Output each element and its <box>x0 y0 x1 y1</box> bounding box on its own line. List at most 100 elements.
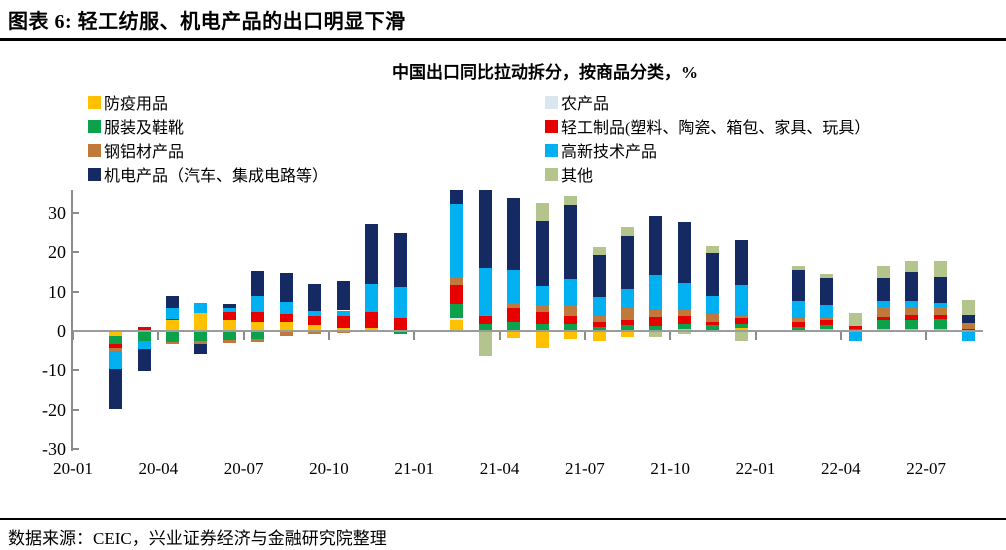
bar-segment <box>706 245 720 253</box>
bar-segment <box>507 270 521 303</box>
legend-item: 高新技术产品 <box>545 138 870 162</box>
bar-segment <box>365 283 379 312</box>
bar-segment <box>336 316 350 328</box>
bar-segment <box>478 190 492 268</box>
legend-item: 农产品 <box>545 90 870 114</box>
legend-label: 防疫用品 <box>104 96 169 113</box>
bar-segment <box>734 318 748 324</box>
bar-segment <box>905 315 919 320</box>
bar-segment <box>933 260 947 277</box>
x-tick-mark <box>242 331 245 340</box>
bar-segment <box>251 332 265 339</box>
bar-segment <box>876 301 890 308</box>
bar-segment <box>706 321 720 326</box>
x-tick-mark <box>157 331 160 340</box>
bar-segment <box>706 325 720 331</box>
bar-segment <box>308 283 322 311</box>
bar-segment <box>592 332 606 342</box>
bar-segment <box>820 305 834 318</box>
bar-segment <box>706 252 720 296</box>
plot-area <box>73 190 983 450</box>
bar-segment <box>564 278 578 306</box>
bar-segment <box>962 328 976 330</box>
bar-segment <box>621 332 635 338</box>
legend-swatch-icon <box>545 167 558 181</box>
zero-axis-line <box>73 330 983 332</box>
bar-segment <box>166 341 180 345</box>
legend-label: 服装及鞋靴 <box>104 120 185 137</box>
legend-swatch-icon <box>545 119 558 133</box>
bar-segment <box>621 325 635 331</box>
bar-segment <box>706 314 720 322</box>
x-tick-label: 20-04 <box>138 459 179 478</box>
bar-segment <box>308 332 322 334</box>
x-tick-label: 20-01 <box>53 459 93 478</box>
bar-segment <box>592 327 606 331</box>
chart-title: 中国出口同比拉动拆分，按商品分类，% <box>392 63 698 82</box>
bar-segment <box>194 332 208 342</box>
bar-segment <box>649 317 663 326</box>
bar-segment <box>308 316 322 326</box>
bar-segment <box>621 307 635 321</box>
bar-segment <box>222 339 236 344</box>
bar-segment <box>535 323 549 331</box>
legend-item: 防疫用品 <box>88 90 328 114</box>
bar-segment <box>677 323 691 330</box>
x-tick-label: 21-07 <box>565 459 605 478</box>
bar-segment <box>820 273 834 279</box>
bar-segment <box>876 278 890 302</box>
bar-segment <box>279 314 293 323</box>
x-tick-label: 21-01 <box>394 459 435 478</box>
legend-swatch-icon <box>88 95 101 109</box>
bar-segment <box>450 304 464 319</box>
x-tick-mark <box>413 331 416 340</box>
legend-label: 钢铝材产品 <box>104 144 185 161</box>
bar-segment <box>336 281 350 311</box>
bar-segment <box>450 318 464 320</box>
bar-segment <box>592 296 606 316</box>
bar-segment <box>222 307 236 313</box>
bar-segment <box>166 318 180 320</box>
bar-segment <box>649 275 663 310</box>
bar-segment <box>308 325 322 331</box>
bar-segment <box>137 332 151 341</box>
x-tick-mark <box>839 331 842 340</box>
bar-segment <box>109 343 123 349</box>
bar-segment <box>848 325 862 329</box>
bar-segment <box>166 295 180 309</box>
bar-segment <box>592 315 606 322</box>
x-tick-label: 22-04 <box>820 459 861 478</box>
bar-segment <box>734 323 748 328</box>
x-tick-mark <box>498 331 501 340</box>
bar-segment <box>365 224 379 284</box>
y-tick-label: 10 <box>48 281 66 302</box>
bar-segment <box>308 310 322 316</box>
bar-segment <box>450 277 464 286</box>
footer-divider <box>0 518 1006 520</box>
bar-segment <box>592 246 606 256</box>
bar-segment <box>194 302 208 314</box>
bar-segment <box>194 341 208 345</box>
bar-segment <box>677 316 691 324</box>
bar-segment <box>251 338 265 343</box>
bar-segment <box>820 317 834 321</box>
bar-segment <box>251 321 265 331</box>
bar-segment <box>564 332 578 340</box>
bar-segment <box>365 311 379 328</box>
legend-item: 轻工制品(塑料、陶瓷、箱包、家具、玩具） <box>545 114 870 138</box>
bar-segment <box>564 305 578 317</box>
y-tick-mark <box>73 369 79 372</box>
bar-segment <box>905 260 919 272</box>
legend-column-right: 农产品 轻工制品(塑料、陶瓷、箱包、家具、玩具） 高新技术产品 其他 <box>545 90 870 186</box>
bar-segment <box>478 324 492 331</box>
figure-header-title: 图表 6: 轻工纺服、机电产品的出口明显下滑 <box>8 11 406 33</box>
bar-segment <box>820 278 834 306</box>
bar-segment <box>564 204 578 279</box>
y-tick-label: -20 <box>42 399 66 420</box>
bar-segment <box>137 348 151 371</box>
bar-segment <box>393 332 407 335</box>
bar-segment <box>677 310 691 317</box>
bar-segment <box>507 308 521 322</box>
bar-segment <box>336 310 350 317</box>
bar-segment <box>478 267 492 315</box>
